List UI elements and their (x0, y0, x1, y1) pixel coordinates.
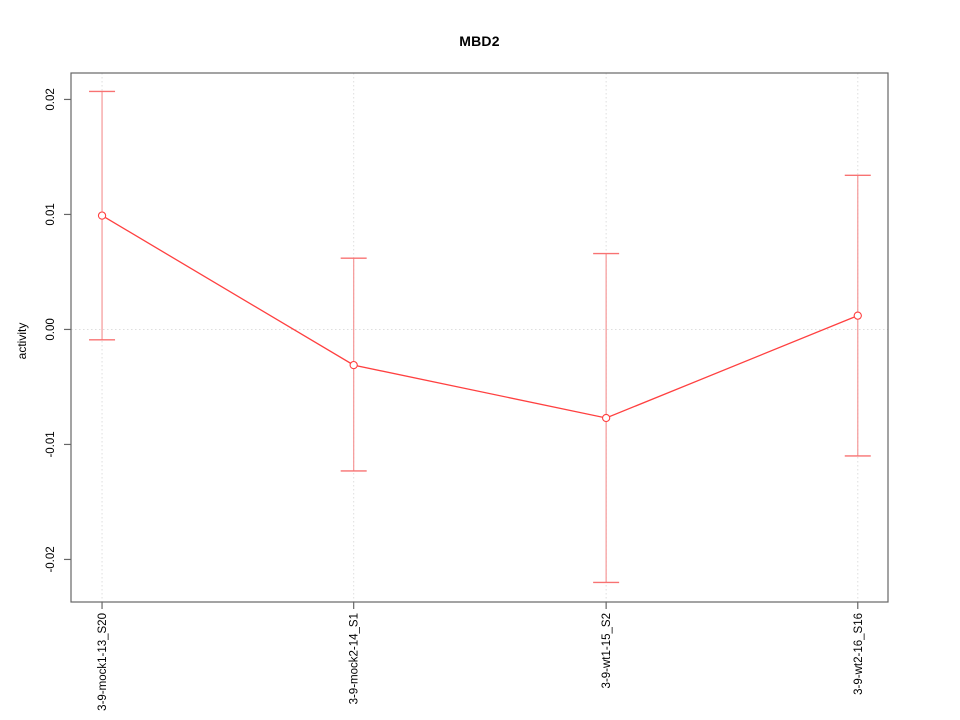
data-point-marker (601, 413, 611, 423)
y-tick-label: 0.02 (45, 88, 57, 110)
data-point-marker (853, 311, 862, 320)
x-tick-label: 3-9-mock2-14_S1 (349, 613, 361, 704)
plot-box (70, 72, 889, 603)
plot-border (70, 72, 889, 603)
x-axis: 3-9-mock1-13_S20 3-9-mock2-14_S1 3-9-wt1-1… (97, 602, 865, 711)
gridlines (71, 73, 888, 602)
y-tick-label: 0.01 (45, 203, 57, 225)
series-polyline (101, 215, 859, 419)
x-tick-label: 3-9-mock1-13_S20 (97, 613, 109, 711)
chart-title: MBD2 (459, 33, 500, 49)
data-points (97, 211, 862, 423)
y-tick-label: -0.02 (45, 546, 57, 572)
x-tick-label: 3-9-wt2-16_S16 (853, 613, 865, 695)
x-tick-label: 3-9-wt1-15_S2 (601, 613, 613, 688)
y-tick-label: -0.01 (45, 431, 57, 457)
data-point-marker (97, 211, 107, 220)
error-bars (89, 90, 871, 584)
data-point-marker (349, 360, 358, 370)
y-tick-label: 0.00 (45, 318, 57, 340)
y-axis: 0.02 0.01 0.00 -0.01 -0.02 (45, 88, 71, 573)
series-line (101, 215, 859, 419)
